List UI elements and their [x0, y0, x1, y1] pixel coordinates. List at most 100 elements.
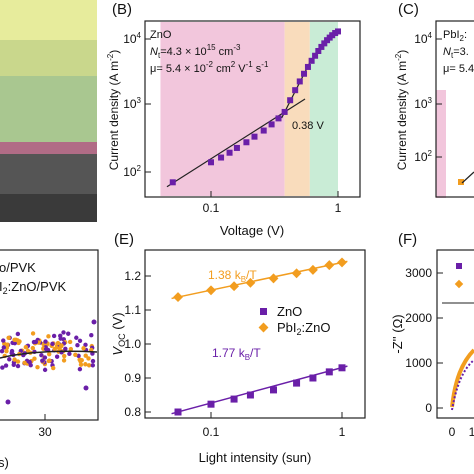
panel-c-nt: Nt=3. [443, 46, 469, 60]
data-point-zno [230, 395, 238, 403]
noise-point-zno [5, 399, 11, 405]
noise-point-zno [63, 346, 68, 352]
noise-point-pbi2 [22, 360, 27, 366]
legend-marker-pbi2-zno [258, 322, 269, 333]
panel-e-legend: ZnO PbI2:ZnO [258, 304, 330, 337]
data-point-zno [281, 108, 288, 115]
noise-point-zno [43, 346, 49, 352]
panel-d: o/PVK I2:ZnO/PVK 30 s) [0, 249, 99, 470]
panel-c-y-tick-label-1e3: 103 [414, 96, 432, 111]
noise-point-pbi2 [46, 334, 51, 339]
data-point-zno [296, 78, 303, 85]
data-point-zno [309, 374, 317, 382]
data-point-zno [218, 154, 225, 161]
panel-e-slope-top: 1.38 kB/T [208, 268, 257, 284]
noise-point-zno [0, 365, 5, 370]
noise-point-pbi2 [78, 359, 83, 364]
panel-b-annotation: 0.38 V [292, 120, 324, 132]
noise-point-zno [3, 363, 9, 368]
panel-d-legend-line2: I2:ZnO/PVK [0, 279, 66, 296]
data-point-zno [304, 63, 311, 70]
noise-point-pbi2 [73, 352, 78, 358]
noise-point-pbi2 [59, 343, 64, 348]
data-point-zno [270, 386, 278, 394]
panel-d-xlabel-fragment: s) [0, 455, 9, 470]
panel-c-data-point [458, 179, 464, 185]
data-point-zno [287, 97, 294, 104]
panel-b-nt: Nt=4.3 × 1015 cm-3 [150, 43, 241, 60]
noise-point-pbi2 [30, 345, 36, 351]
data-point-zno [301, 70, 308, 77]
noise-point-zno [90, 358, 96, 364]
noise-point-zno [51, 333, 57, 339]
panel-e-ylabel: VOC (V) [110, 312, 127, 355]
noise-point-pbi2 [86, 363, 92, 368]
noise-point-pbi2 [52, 346, 57, 352]
noise-point-pbi2 [6, 335, 11, 340]
region-child [309, 22, 338, 196]
noise-point-zno [67, 351, 72, 357]
noise-point-zno [77, 366, 83, 372]
noise-point-pbi2 [83, 353, 88, 358]
panel-a-sem-image [0, 0, 97, 222]
panel-f-y-tick-label-0: 0 [425, 401, 432, 415]
noise-point-pbi2 [23, 344, 29, 350]
panel-c-plot-frame [435, 20, 474, 198]
panel-c-fit-line [461, 171, 474, 184]
panel-b-material: ZnO [150, 29, 172, 41]
x-tick-label-1: 1 [339, 425, 346, 439]
data-point-zno [251, 133, 258, 140]
region-ohmic [160, 22, 285, 196]
data-point-zno [293, 379, 301, 387]
fit-line-pbi2-zno [171, 260, 348, 300]
noise-point-pbi2 [30, 331, 36, 336]
panel-b-mu: μ= 5.4 × 10-2 cm2 V-1 s-1 [150, 60, 269, 75]
noise-point-zno [0, 349, 5, 354]
data-point-zno [292, 87, 299, 94]
noise-point-zno [50, 341, 55, 347]
noise-point-zno [91, 319, 97, 325]
data-point-zno [233, 144, 240, 151]
noise-point-zno [31, 339, 37, 345]
noise-point-zno [58, 333, 63, 339]
data-point-zno [325, 368, 333, 376]
noise-point-zno [40, 358, 45, 363]
data-point-pbi2-zno [206, 285, 216, 296]
panel-b-letter: (B) [112, 1, 132, 18]
legend-label-zno: ZnO [277, 304, 302, 319]
y-tick-label-1.1: 1.1 [124, 303, 141, 317]
noise-point-zno [83, 385, 89, 391]
panel-c-y-tick-label-1e2: 102 [414, 149, 432, 164]
panel-c: (C) PbI2: Nt=3. μ= 5.4 104 103 102 Curre… [394, 1, 474, 198]
panel-c-mu: μ= 5.4 [443, 63, 474, 75]
noise-point-pbi2 [15, 359, 21, 364]
noise-point-pbi2 [55, 340, 61, 346]
fit-line-zno [171, 365, 348, 415]
panel-e-xlabel: Light intensity (sun) [199, 450, 312, 465]
panel-e-y-ticks: 0.8 0.9 1.0 1.1 1.2 [124, 269, 151, 419]
data-point-pbi2-zno [291, 268, 302, 279]
panel-f-legend-marker-zno [456, 263, 462, 269]
sem-layer-perovskite [0, 76, 97, 142]
y-tick-label-1e4: 104 [123, 31, 141, 46]
data-point-zno [243, 139, 250, 146]
noise-point-zno [74, 335, 79, 340]
data-point-zno [312, 52, 319, 59]
panel-b-y-ticks: 104 103 102 [123, 31, 151, 179]
y-tick-label-1e3: 103 [123, 96, 141, 111]
panel-d-fit-curve [0, 350, 98, 359]
panel-e-slope-bottom: 1.77 kB/T [212, 346, 261, 362]
panel-f-plot-frame [436, 249, 474, 419]
noise-point-pbi2 [78, 362, 84, 367]
noise-point-zno [9, 350, 14, 356]
sem-layer-ito [0, 40, 97, 76]
panel-f-y-tick-label-1000: 1000 [405, 356, 432, 370]
x-tick-label-0.1: 0.1 [203, 425, 220, 439]
data-point-pbi2-zno [173, 292, 183, 303]
data-point-zno [268, 121, 275, 128]
panel-c-y-tick-label-1e4: 104 [414, 31, 432, 46]
panel-c-region-pink [436, 90, 446, 198]
sem-base [0, 194, 97, 222]
data-point-pbi2-zno [268, 273, 279, 284]
